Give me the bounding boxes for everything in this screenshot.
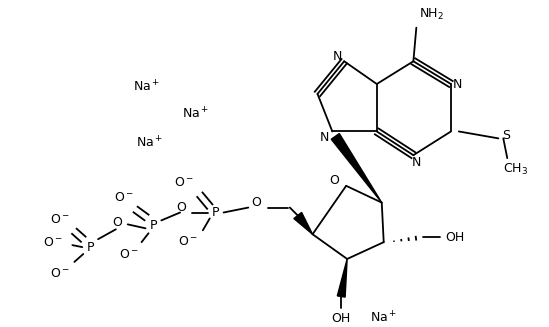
Text: OH: OH (445, 231, 464, 244)
Text: O$^-$: O$^-$ (51, 213, 70, 226)
Text: O: O (176, 201, 186, 214)
Text: O$^-$: O$^-$ (174, 176, 194, 189)
Text: O: O (329, 174, 339, 187)
Text: NH$_2$: NH$_2$ (419, 7, 444, 22)
Text: N: N (320, 131, 329, 144)
Text: P: P (86, 241, 94, 254)
Polygon shape (331, 133, 382, 203)
Text: S: S (502, 129, 510, 142)
Text: N: N (412, 156, 421, 169)
Text: Na$^+$: Na$^+$ (133, 79, 160, 95)
Text: Na$^+$: Na$^+$ (370, 311, 397, 326)
Polygon shape (337, 259, 347, 297)
Text: Na$^+$: Na$^+$ (136, 136, 163, 151)
Text: N: N (333, 50, 342, 63)
Text: P: P (212, 206, 220, 219)
Text: P: P (150, 219, 157, 232)
Text: O$^-$: O$^-$ (43, 236, 63, 249)
Text: OH: OH (332, 312, 351, 325)
Text: CH$_3$: CH$_3$ (502, 162, 528, 177)
Text: O: O (251, 196, 261, 209)
Text: O$^-$: O$^-$ (114, 191, 134, 204)
Text: O$^-$: O$^-$ (119, 248, 139, 261)
Text: N: N (453, 77, 462, 91)
Text: O$^-$: O$^-$ (178, 235, 198, 248)
Text: O: O (112, 216, 122, 229)
Text: O$^-$: O$^-$ (51, 267, 70, 280)
Polygon shape (294, 213, 312, 234)
Text: Na$^+$: Na$^+$ (182, 106, 210, 121)
